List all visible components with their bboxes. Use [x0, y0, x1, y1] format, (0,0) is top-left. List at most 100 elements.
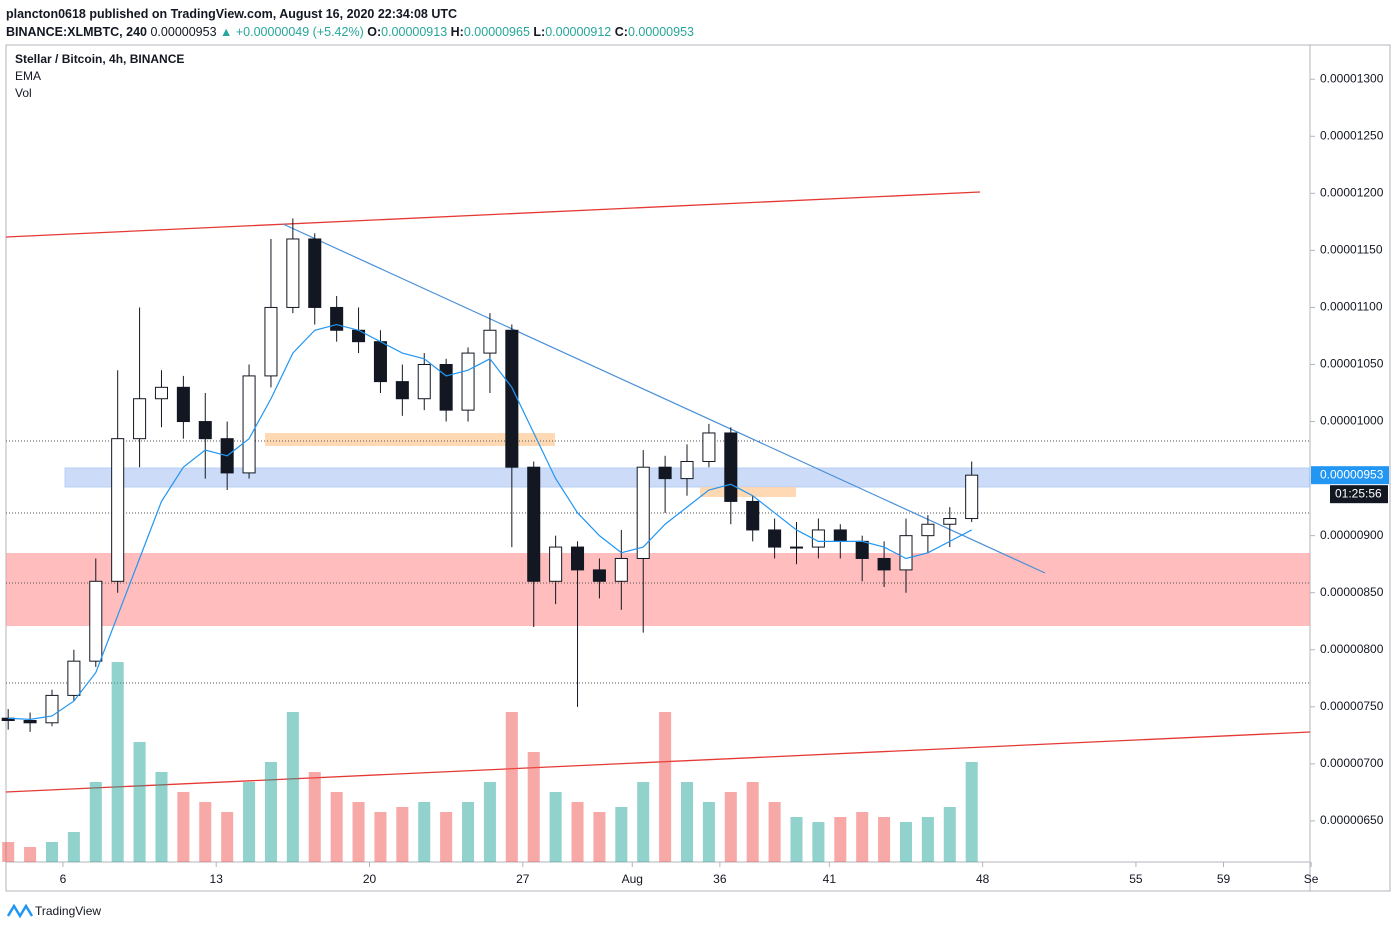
candle-body: [176, 386, 190, 423]
volume-bar: [308, 772, 321, 862]
y-tick-label: 0.00000650: [1320, 813, 1384, 827]
x-tick-label: Aug: [622, 872, 643, 886]
volume-bar: [637, 782, 650, 862]
x-tick-label: 6: [60, 872, 67, 886]
volume-bar: [812, 822, 825, 862]
volume-bar: [834, 817, 847, 862]
support-zone: [6, 553, 1310, 626]
y-tick-label: 0.00001050: [1320, 357, 1384, 371]
h-value: 0.00000965: [463, 25, 530, 39]
change: ▲ +0.00000049 (+5.42%): [220, 25, 364, 39]
logo: [6, 903, 34, 919]
volume-bar: [899, 822, 913, 862]
candle-body: [439, 363, 453, 411]
trend-line: [282, 223, 1046, 574]
volume-bar: [2, 842, 15, 862]
countdown-box: [1330, 485, 1388, 504]
volume-bar: [549, 792, 562, 862]
candle-body: [877, 557, 891, 571]
candle-body: [921, 523, 935, 537]
volume-bar: [155, 772, 168, 862]
o-value: 0.00000913: [381, 25, 448, 39]
volume-bar: [374, 812, 387, 862]
candle-body: [264, 306, 278, 377]
volume-bar: [505, 712, 518, 862]
price-label: 0.00000953: [1320, 467, 1384, 481]
chart-title: Stellar / Bitcoin, 4h, BINANCE: [15, 52, 184, 66]
volume-bar: [24, 847, 37, 862]
candle-body: [592, 569, 606, 582]
y-tick-label: 0.00001100: [1320, 300, 1383, 314]
candle-body: [549, 546, 563, 582]
volume-bar: [768, 802, 781, 862]
candle-body: [67, 660, 81, 696]
volume-bar: [330, 792, 343, 862]
y-tick-label: 0.00001000: [1320, 414, 1384, 428]
volume-bar: [286, 712, 299, 862]
volume-bar: [264, 762, 277, 862]
candle-body: [636, 466, 650, 559]
volume-bar: [440, 812, 453, 862]
x-tick-label: 55: [1129, 872, 1143, 886]
candle-body: [111, 438, 125, 582]
last-price: 0.00000953: [150, 25, 217, 39]
candle-body: [658, 466, 672, 480]
candle-body: [395, 381, 409, 400]
volume-bar: [67, 832, 80, 862]
x-tick-label: 27: [516, 872, 530, 886]
l-value: 0.00000912: [545, 25, 612, 39]
candle-body: [680, 460, 694, 480]
y-tick-label: 0.00000850: [1320, 585, 1384, 599]
candle-body: [746, 500, 760, 531]
y-tick-label: 0.00000900: [1320, 528, 1384, 542]
h-label: H:: [450, 25, 464, 39]
volume-bar: [856, 812, 869, 862]
candle-body: [198, 421, 212, 440]
y-tick-label: 0.00000800: [1320, 642, 1384, 656]
x-tick-label: 41: [823, 872, 837, 886]
volume-bar: [352, 802, 365, 862]
candle-body: [483, 329, 497, 354]
volume-bar: [396, 807, 409, 862]
x-tick-label: 48: [976, 872, 990, 886]
volume-bar: [921, 817, 934, 862]
channel-bottom: [5, 731, 1311, 793]
orange-zone: [700, 487, 796, 497]
symbol: BINANCE:XLMBTC, 240: [6, 25, 147, 39]
y-tick-label: 0.00001250: [1320, 128, 1384, 142]
candle-body: [23, 720, 37, 724]
volume-bar: [571, 802, 584, 862]
volume-bar: [133, 742, 146, 862]
footer-brand: TradingView: [35, 904, 101, 918]
candle-body: [943, 518, 957, 525]
candle-body: [242, 375, 256, 474]
orange-zone: [265, 433, 555, 446]
publisher: plancton0618 published on TradingView.co…: [6, 5, 694, 23]
o-label: O:: [367, 25, 382, 39]
y-tick-label: 0.00001300: [1320, 71, 1384, 85]
candle-body: [417, 363, 431, 400]
y-tick-label: 0.00001200: [1320, 186, 1384, 200]
x-tick-label: 36: [713, 872, 727, 886]
volume-bar: [89, 782, 102, 862]
channel-top: [5, 191, 981, 238]
volume-bar: [746, 782, 759, 862]
candle-body: [768, 529, 782, 548]
y-tick-label: 0.00000750: [1320, 699, 1384, 713]
volume-bar: [199, 802, 212, 862]
candle-body: [154, 386, 168, 400]
indicator-label: EMA: [15, 69, 41, 83]
volume-bar: [593, 812, 606, 862]
candle-body: [899, 535, 913, 571]
volume-bar: [615, 807, 628, 862]
volume-bar: [111, 662, 124, 862]
volume-bar: [527, 752, 540, 862]
header: plancton0618 published on TradingView.co…: [6, 5, 694, 41]
candle-body: [965, 474, 979, 520]
candle-body: [505, 329, 519, 468]
x-tick-label: 13: [210, 872, 224, 886]
candle-body: [702, 432, 716, 462]
indicator-label: Vol: [15, 86, 32, 100]
volume-bar: [462, 802, 475, 862]
